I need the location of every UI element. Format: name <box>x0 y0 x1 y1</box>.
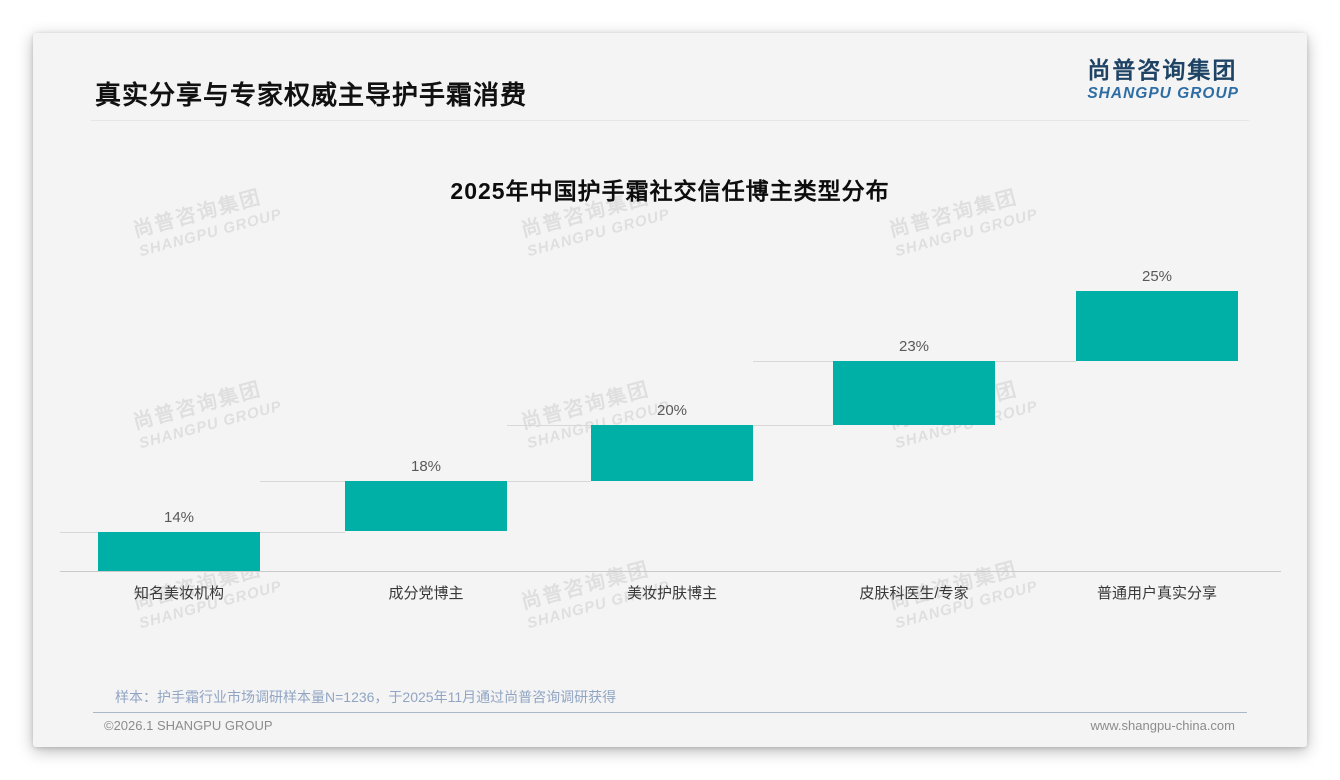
slide-title: 真实分享与专家权威主导护手霜消费 <box>95 80 528 110</box>
slide-card: 真实分享与专家权威主导护手霜消费 尚普咨询集团 SHANGPU GROUP 20… <box>33 33 1307 747</box>
x-axis-line <box>60 571 1281 572</box>
bar-value-label: 25% <box>1141 268 1173 285</box>
footer-copyright: ©2026.1 SHANGPU GROUP <box>104 718 273 733</box>
sample-note: 样本：护手霜行业市场调研样本量N=1236，于2025年11月通过尚普咨询调研获… <box>115 689 617 705</box>
category-label: 成分党博主 <box>388 585 464 602</box>
chart-title: 2025年中国护手霜社交信任博主类型分布 <box>450 178 890 204</box>
category-label: 知名美妆机构 <box>133 585 224 602</box>
footer-divider <box>93 712 1247 713</box>
logo-text-cn: 尚普咨询集团 <box>1087 57 1238 83</box>
category-label: 美妆护肤博主 <box>626 585 717 602</box>
bar-value-label: 18% <box>410 458 442 475</box>
waterfall-bar <box>98 532 260 571</box>
logo-text-en: SHANGPU GROUP <box>1087 84 1239 102</box>
waterfall-bar <box>591 425 753 481</box>
bar-value-label: 23% <box>898 338 930 355</box>
company-logo: 尚普咨询集团 SHANGPU GROUP <box>1087 57 1239 102</box>
category-label: 普通用户真实分享 <box>1096 585 1217 602</box>
waterfall-bar <box>833 361 995 425</box>
waterfall-bar <box>345 481 507 531</box>
category-label: 皮肤科医生/专家 <box>859 585 969 602</box>
waterfall-chart: 14% 知名美妆机构 18% 成分党博主 20% 美妆护肤博主 23% 皮肤科医生/专家 25%… <box>33 33 1307 747</box>
footer-website: www.shangpu-china.com <box>1090 718 1235 733</box>
bar-value-label: 14% <box>163 509 195 526</box>
bar-value-label: 20% <box>656 402 688 419</box>
waterfall-bar <box>1076 291 1238 361</box>
title-divider <box>91 120 1249 121</box>
